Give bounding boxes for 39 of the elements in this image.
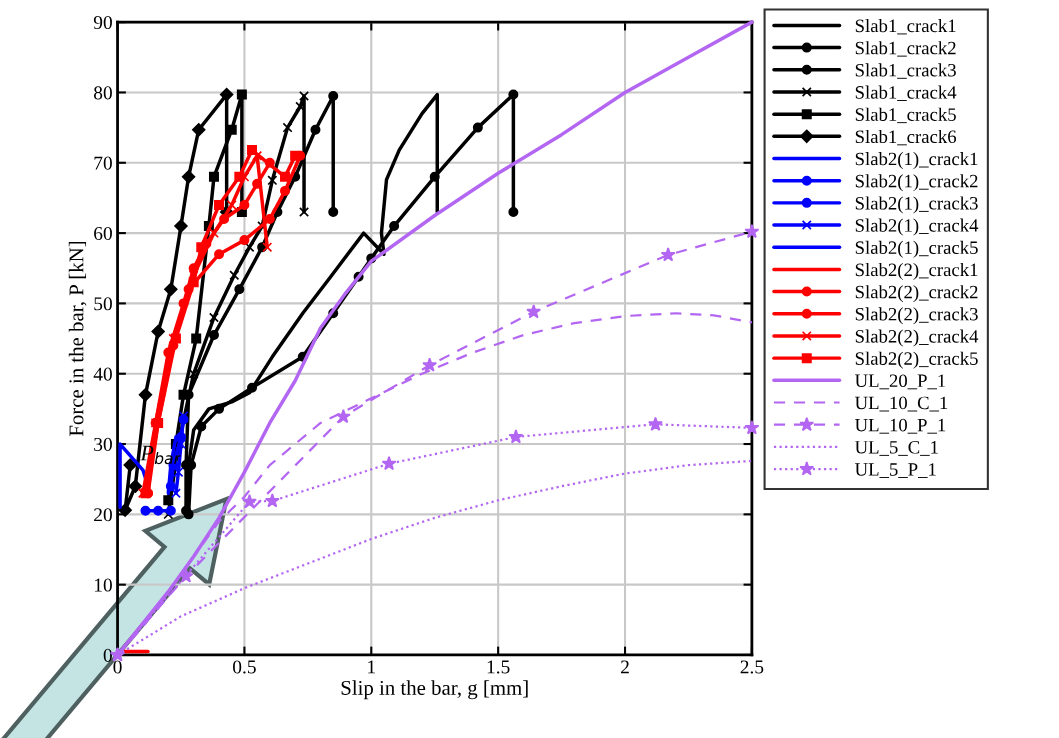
legend-label: UL_10_P_1 bbox=[854, 418, 946, 434]
legend-label: Slab1_crack1 bbox=[855, 18, 956, 35]
legend-label: Slab2(2)_crack2 bbox=[855, 285, 978, 303]
y-tick-label: 60 bbox=[94, 226, 112, 241]
y-tick-label: 20 bbox=[94, 508, 112, 522]
y-tick-label: 10 bbox=[94, 578, 112, 592]
legend-label: Slab2(2)_crack3 bbox=[855, 307, 978, 325]
x-tick-label: 0.5 bbox=[233, 660, 256, 674]
x-tick-label: 1.5 bbox=[487, 660, 510, 674]
y-tick-label: 50 bbox=[94, 297, 112, 311]
legend-label: UL_10_C_1 bbox=[854, 396, 948, 412]
legend-label: Slab2(1)_crack2 bbox=[855, 174, 978, 192]
x-tick-label: 2.5 bbox=[740, 660, 764, 674]
y-tick-label: 90 bbox=[93, 15, 112, 30]
legend-label: Slab2(2)_crack5 bbox=[855, 351, 978, 369]
legend-label: Slab1_crack2 bbox=[855, 41, 956, 57]
x-tick-label: 1 bbox=[368, 660, 375, 674]
legend-label: UL_5_P_1 bbox=[854, 463, 936, 479]
legend-label: Slab1_crack5 bbox=[855, 107, 956, 124]
legend-label: Slab2(2)_crack1 bbox=[855, 262, 978, 280]
legend-label: Slab1_crack4 bbox=[855, 85, 957, 101]
y-tick-label: 40 bbox=[93, 367, 112, 381]
legend-label: Slab2(1)_crack1 bbox=[855, 152, 978, 170]
legend-label: Slab2(1)_crack3 bbox=[855, 196, 978, 214]
y-tick-label: 70 bbox=[94, 156, 112, 170]
y-tick-label: 80 bbox=[93, 86, 112, 100]
x-tick-label: 0 bbox=[113, 660, 122, 674]
y-tick-label: 0 bbox=[103, 648, 112, 662]
legend-label: Slab1_crack6 bbox=[855, 129, 957, 146]
x-axis-title: Slip in the bar, g [mm] bbox=[341, 680, 528, 700]
y-tick-label: 30 bbox=[94, 437, 112, 451]
legend-label: UL_5_C_1 bbox=[854, 441, 938, 456]
legend-label: UL_20_P_1 bbox=[854, 374, 946, 390]
legend-label: Slab2(1)_crack4 bbox=[855, 218, 979, 236]
y-axis-title: Force in the bar, P [kN] bbox=[68, 241, 87, 437]
legend-label: Slab2(1)_crack5 bbox=[855, 240, 978, 258]
legend-label: Slab1_crack3 bbox=[855, 63, 956, 79]
legend-label: Slab2(2)_crack4 bbox=[855, 329, 979, 347]
x-tick-label: 2 bbox=[621, 660, 629, 674]
